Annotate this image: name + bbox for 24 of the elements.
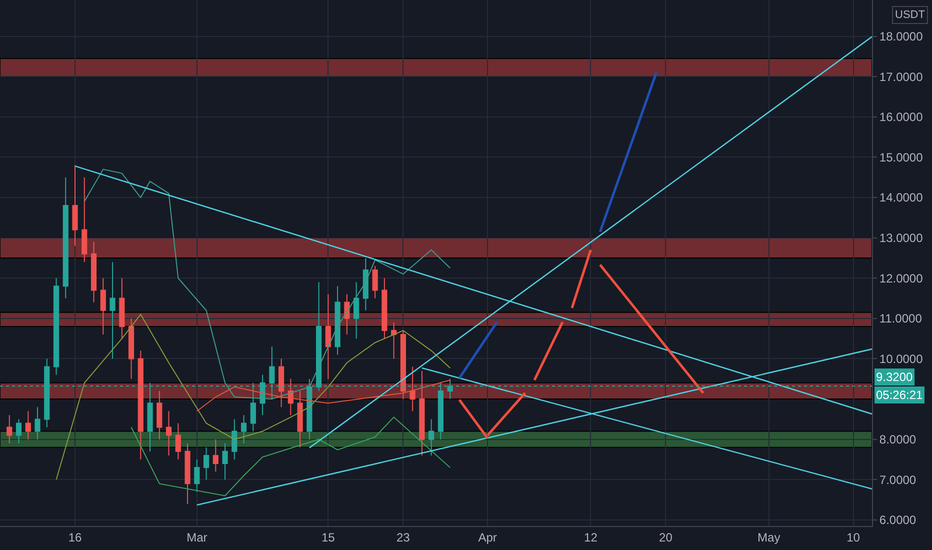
x-tick-label: 10 <box>846 530 860 544</box>
y-tick-label: 13.0000 <box>879 231 924 246</box>
y-tick-label: 10.0000 <box>879 352 924 366</box>
y-tick-label: 16.0000 <box>879 110 924 124</box>
y-tick-label: 6.0000 <box>879 513 916 528</box>
y-axis-title: USDT <box>895 9 926 21</box>
x-tick-label: 20 <box>659 530 673 544</box>
x-tick-label: Mar <box>186 530 208 544</box>
x-tick-label: 12 <box>584 530 598 544</box>
x-tick-label: 15 <box>321 530 336 544</box>
ref-line-label: 9.3200 <box>876 370 914 384</box>
x-tick-label: Apr <box>478 530 497 544</box>
y-tick-label: 17.0000 <box>879 70 924 84</box>
y-tick-label: 12.0000 <box>879 271 924 286</box>
y-tick-label: 18.0000 <box>879 29 924 44</box>
y-tick-label: 7.0000 <box>879 472 916 487</box>
text: 05:26:21 <box>876 388 924 402</box>
y-tick-label: 14.0000 <box>879 190 924 205</box>
y-tick-label: 8.0000 <box>879 432 916 447</box>
x-tick-label: 16 <box>68 530 82 544</box>
y-tick-label: 11.0000 <box>879 312 922 326</box>
x-tick-label: 23 <box>396 530 410 544</box>
y-tick-label: 15.0000 <box>879 150 924 164</box>
x-tick-label: May <box>758 530 780 544</box>
